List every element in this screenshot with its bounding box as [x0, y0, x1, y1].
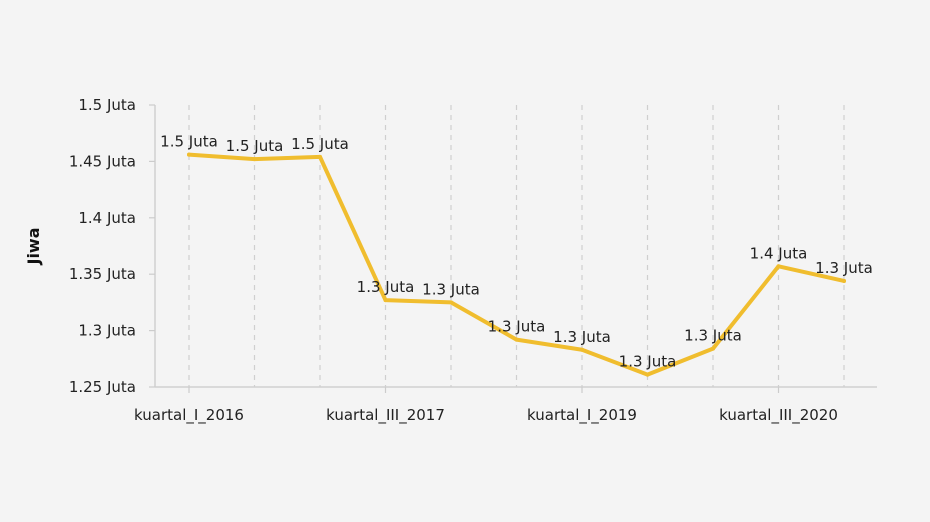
data-label: 1.3 Juta — [488, 318, 546, 336]
y-axis-title: Jiwa — [24, 227, 43, 265]
data-label: 1.3 Juta — [619, 353, 677, 371]
data-point — [580, 347, 584, 352]
data-label: 1.3 Juta — [815, 259, 873, 277]
data-label: 1.3 Juta — [357, 278, 415, 296]
data-point — [842, 278, 846, 283]
y-tick-label: 1.5 Juta — [78, 96, 136, 114]
data-point — [383, 298, 388, 303]
data-point — [187, 152, 191, 157]
y-tick-label: 1.3 Juta — [78, 322, 136, 340]
x-tick-label: kuartal_I_2016 — [134, 406, 244, 425]
data-label: 1.4 Juta — [750, 244, 808, 262]
x-tick-label: kuartal_III_2017 — [326, 406, 445, 425]
data-point — [776, 264, 781, 269]
data-label: 1.3 Juta — [422, 280, 480, 298]
data-point — [711, 346, 715, 351]
x-tick-label: kuartal_I_2019 — [527, 406, 637, 425]
data-label: 1.3 Juta — [684, 327, 742, 345]
data-point — [645, 372, 650, 377]
data-point — [318, 154, 322, 159]
y-tick-label: 1.35 Juta — [69, 265, 136, 283]
data-label: 1.3 Juta — [553, 328, 611, 346]
x-tick-label: kuartal_III_2020 — [719, 406, 838, 425]
y-tick-label: 1.45 Juta — [69, 152, 136, 170]
data-point — [252, 157, 257, 162]
y-tick-label: 1.4 Juta — [78, 209, 136, 227]
data-label: 1.5 Juta — [160, 133, 218, 151]
data-label: 1.5 Juta — [226, 137, 284, 155]
y-tick-label: 1.25 Juta — [69, 378, 136, 396]
data-point — [449, 300, 453, 305]
data-point — [514, 337, 519, 342]
data-label: 1.5 Juta — [291, 135, 349, 153]
